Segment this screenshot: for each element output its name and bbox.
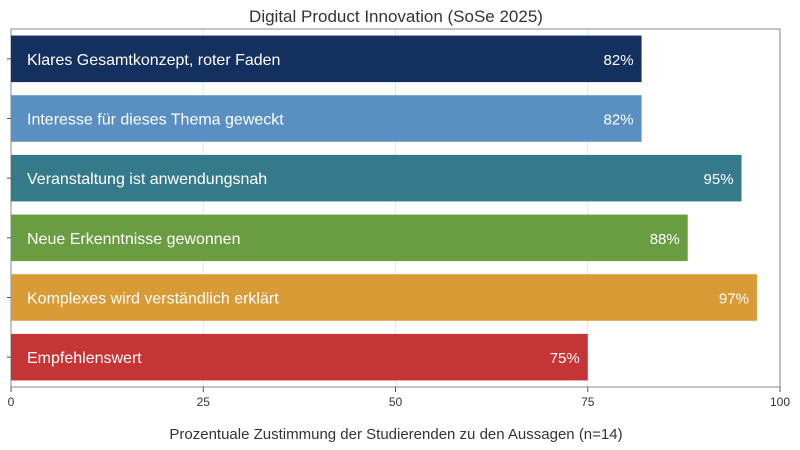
bar-category-label: Empfehlenswert [27,350,142,367]
bar [11,95,642,142]
bar [11,35,642,83]
bar-value-label: 75% [550,350,580,367]
bar [11,333,588,381]
chart-title: Digital Product Innovation (SoSe 2025) [249,7,543,26]
bar-category-label: Interesse für dieses Thema geweckt [27,112,284,129]
bar [11,214,688,262]
x-tick-label: 75 [581,395,595,409]
x-tick-label: 50 [389,395,403,409]
x-axis-ticks: 0 25 50 75 100 [7,58,790,409]
bar-category-label: Veranstaltung ist anwendungsnah [27,171,267,188]
bar [11,274,757,321]
bar-category-label: Komplexes wird verständlich erklärt [27,291,279,308]
bar-value-label: 95% [704,171,734,188]
bar-value-label: 97% [719,291,749,308]
bar [11,154,742,202]
x-tick-label: 25 [197,395,211,409]
bar-value-label: 82% [604,52,634,69]
grid-lines [202,29,589,387]
bar-value-label: 88% [650,231,680,248]
x-tick-label: 100 [770,395,790,409]
x-axis-label: Prozentuale Zustimmung der Studierenden … [169,426,622,443]
bars: Klares Gesamtkonzept, roter Faden 82% Inte… [11,35,757,381]
x-tick-label: 0 [8,395,15,409]
bar-value-label: 82% [604,112,634,129]
bar-category-label: Klares Gesamtkonzept, roter Faden [27,52,280,69]
bar-category-label: Neue Erkenntnisse gewonnen [27,231,240,248]
